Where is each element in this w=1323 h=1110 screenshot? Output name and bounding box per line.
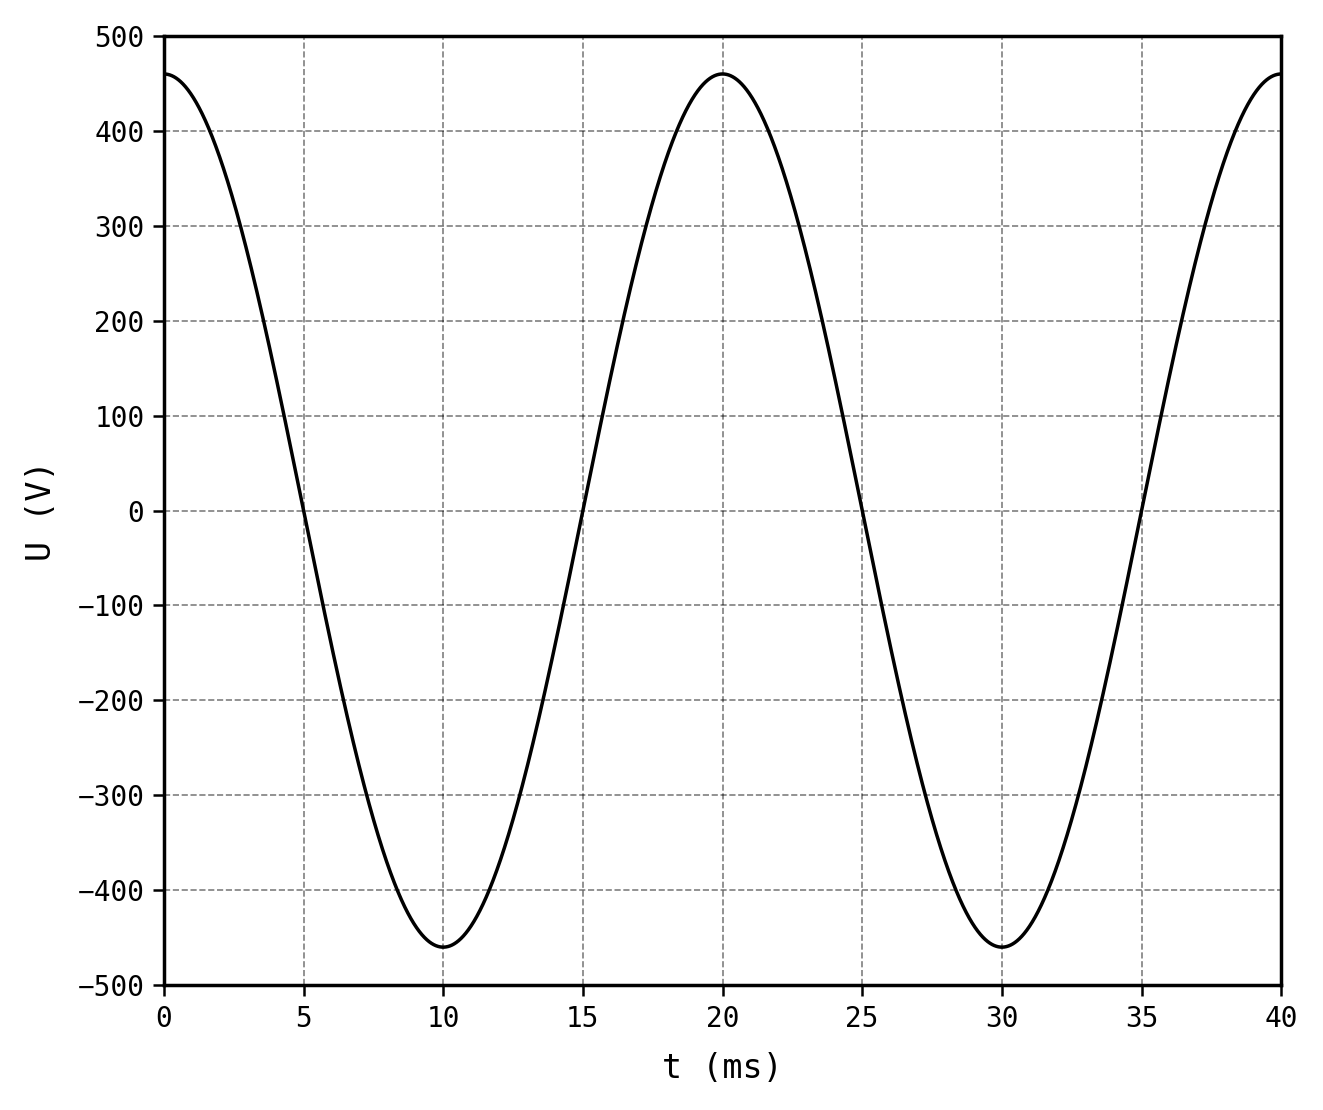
X-axis label: t (ms): t (ms) [663,1052,783,1084]
Y-axis label: U (V): U (V) [25,461,58,561]
